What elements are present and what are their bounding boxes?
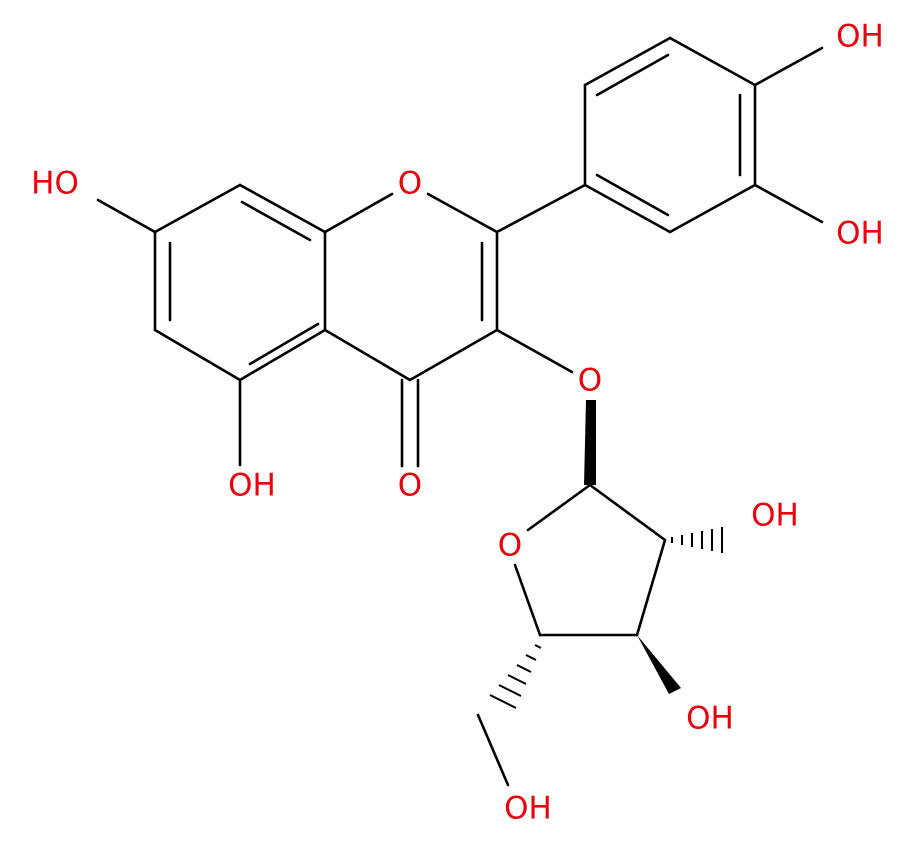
hashed-bond (671, 527, 723, 553)
atom-label: OH (504, 791, 552, 827)
wedge-bond (637, 635, 681, 694)
wedge-bond (584, 400, 596, 485)
atom-label: OH (751, 498, 799, 534)
atom-label: OH (836, 19, 884, 55)
atom-label: O (398, 166, 422, 202)
atom-label: OH (836, 216, 884, 252)
atom-label: O (498, 528, 522, 564)
hashed-bond (489, 644, 542, 709)
atom-label: O (578, 363, 602, 399)
atom-label: O (398, 468, 422, 504)
atom-label: HO (31, 166, 79, 202)
atom-label: OH (228, 468, 276, 504)
bonds (96, 36, 824, 787)
atom-label: OH (686, 701, 734, 737)
